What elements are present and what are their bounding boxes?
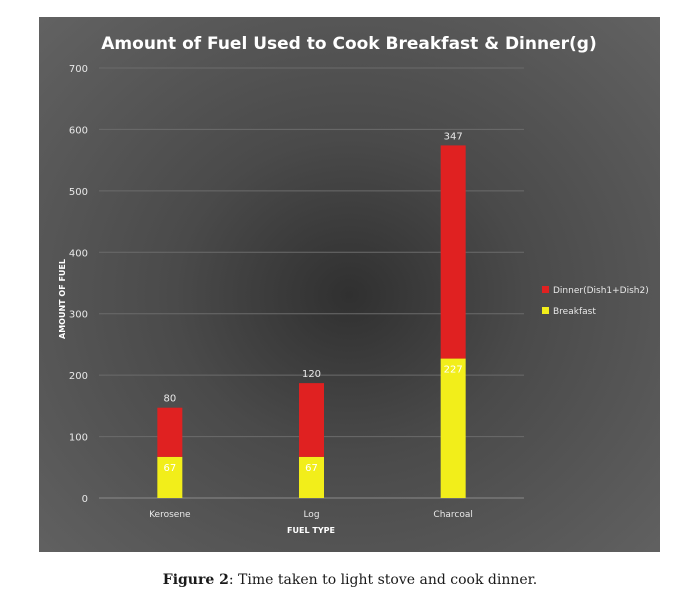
legend-label: Dinner(Dish1+Dish2) [553, 286, 649, 296]
x-tick-label: Log [303, 510, 319, 520]
legend-label: Breakfast [553, 307, 596, 317]
legend-swatch [542, 286, 549, 293]
caption-label: Figure 2 [162, 572, 229, 588]
bar-breakfast [157, 456, 183, 498]
bar-breakfast [440, 358, 466, 498]
bar-dinner [440, 145, 466, 359]
figure-caption: Figure 2: Time taken to light stove and … [0, 572, 700, 588]
chart-panel: Amount of Fuel Used to Cook Breakfast & … [39, 17, 660, 552]
legend-swatch [542, 307, 549, 314]
caption-text: : Time taken to light stove and cook din… [228, 572, 538, 588]
data-label: 67 [163, 463, 176, 474]
bar-dinner [157, 407, 183, 457]
bar-breakfast [299, 456, 324, 498]
y-tick-label: 300 [69, 310, 88, 321]
bar-dinner [299, 383, 324, 457]
chart-title: Amount of Fuel Used to Cook Breakfast & … [101, 34, 596, 54]
y-tick-label: 600 [69, 125, 88, 136]
y-tick-label: 500 [69, 187, 88, 198]
y-tick-label: 0 [82, 494, 88, 505]
data-label: 347 [444, 131, 463, 142]
y-tick-label: 700 [69, 64, 88, 75]
data-label: 227 [444, 365, 463, 376]
stacked-bar-chart: Amount of Fuel Used to Cook Breakfast & … [58, 34, 649, 535]
data-labels: 67 80 67 120 227 347 [163, 131, 462, 473]
y-axis-label: AMOUNT OF FUEL [58, 259, 67, 339]
data-label: 120 [302, 369, 321, 380]
x-axis-categories: Kerosene Log Charcoal [149, 510, 473, 520]
legend: Dinner(Dish1+Dish2) Breakfast [542, 286, 649, 317]
bars [157, 145, 466, 498]
x-tick-label: Kerosene [149, 510, 191, 520]
x-tick-label: Charcoal [433, 510, 472, 520]
data-label: 80 [163, 394, 176, 405]
y-tick-label: 200 [69, 371, 88, 382]
x-axis-label: FUEL TYPE [287, 526, 335, 535]
y-tick-label: 100 [69, 433, 88, 444]
y-axis: 0 100 200 300 400 500 600 700 [69, 64, 88, 505]
data-label: 67 [305, 463, 318, 474]
y-tick-label: 400 [69, 248, 88, 259]
